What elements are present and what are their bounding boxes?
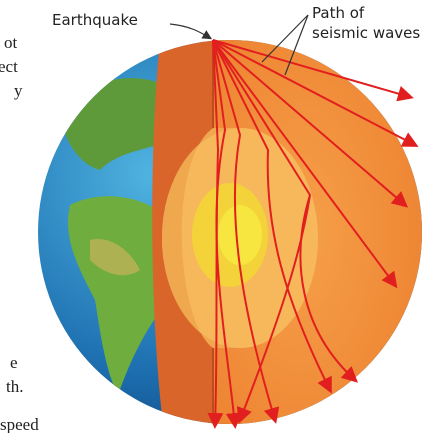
leader-lines: [169, 14, 309, 76]
text-fragment: th.: [6, 377, 23, 396]
wave-path: [212, 39, 358, 383]
wave-path: [212, 39, 332, 394]
wave-path: [236, 194, 311, 424]
wave-path: [212, 39, 280, 424]
outer-core-cut: [162, 128, 240, 348]
wave-leader: [284, 14, 309, 76]
path-label: seismic waves: [312, 24, 420, 42]
text-fragment: ect: [0, 57, 18, 76]
text-fragment: y: [14, 81, 23, 100]
wave-leader: [261, 14, 309, 63]
inner-core-center: [218, 205, 262, 265]
seismic-waves: [207, 39, 419, 429]
wave-path: [212, 39, 409, 208]
wave-path: [212, 39, 414, 102]
text-fragment: speed: [0, 415, 39, 433]
wave-path: [212, 39, 419, 147]
earthquake-leader: [169, 23, 213, 40]
path-label: Path of: [312, 4, 365, 22]
earthquake-label: Earthquake: [52, 11, 138, 29]
wave-path: [207, 39, 224, 429]
globe: [38, 40, 422, 424]
wave-path: [212, 39, 242, 429]
wave-path: [212, 39, 398, 289]
text-fragment: ot: [4, 33, 18, 52]
text-fragment: e: [10, 353, 18, 372]
land-highlight: [90, 239, 140, 276]
